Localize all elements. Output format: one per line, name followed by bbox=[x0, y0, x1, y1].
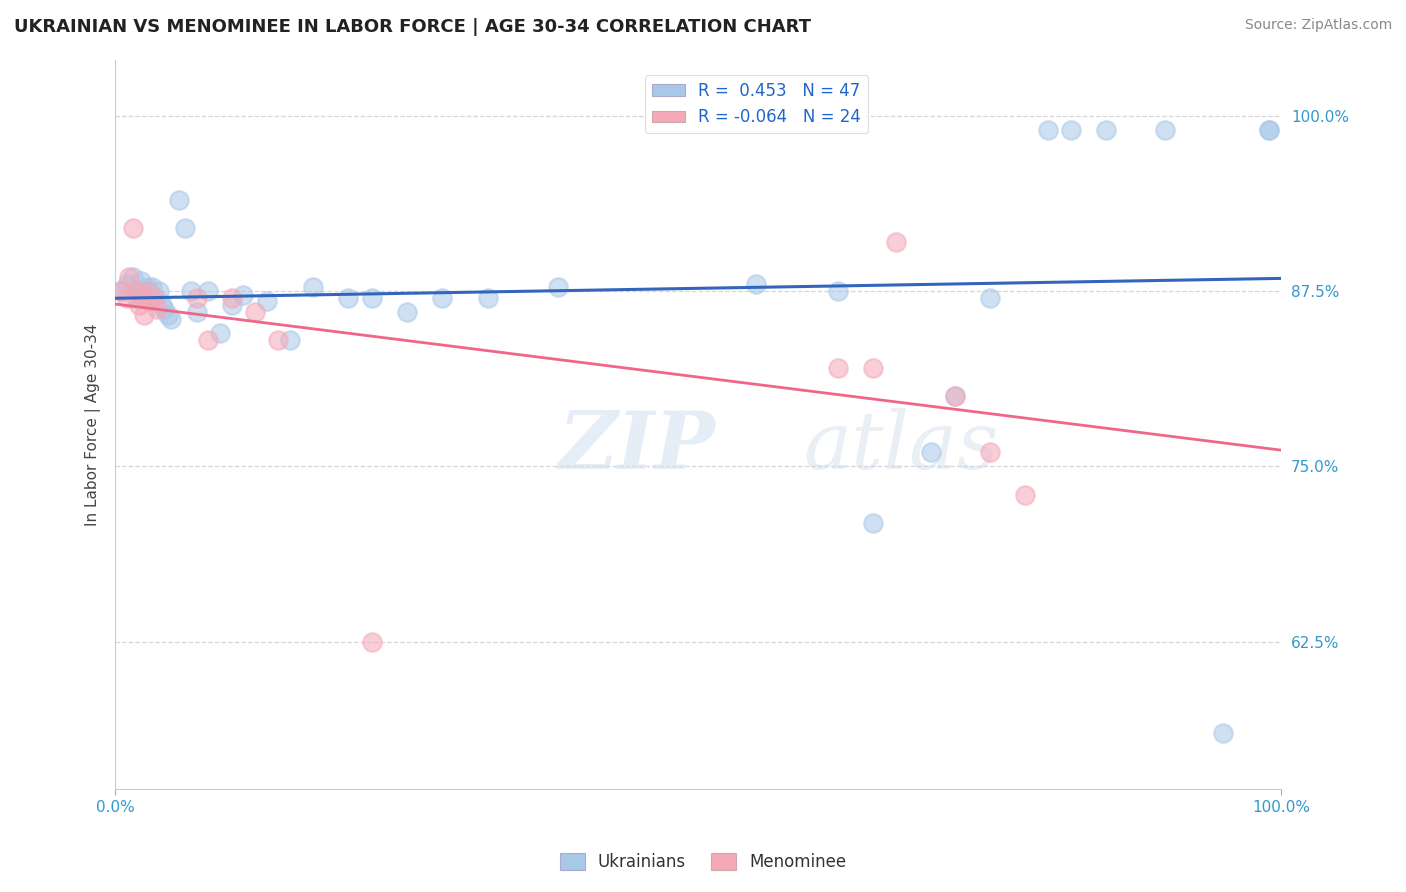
Text: Source: ZipAtlas.com: Source: ZipAtlas.com bbox=[1244, 18, 1392, 32]
Point bbox=[139, 288, 162, 302]
Point bbox=[134, 308, 156, 322]
Point bbox=[125, 291, 148, 305]
Point bbox=[430, 291, 453, 305]
Point bbox=[128, 298, 150, 312]
Point bbox=[139, 293, 162, 308]
Point bbox=[156, 308, 179, 322]
Text: UKRAINIAN VS MENOMINEE IN LABOR FORCE | AGE 30-34 CORRELATION CHART: UKRAINIAN VS MENOMINEE IN LABOR FORCE | … bbox=[14, 18, 811, 36]
Text: ZIP: ZIP bbox=[558, 408, 716, 485]
Point bbox=[146, 302, 169, 317]
Point bbox=[979, 291, 1001, 305]
Point bbox=[278, 333, 301, 347]
Point bbox=[186, 291, 208, 305]
Point bbox=[886, 235, 908, 249]
Point bbox=[267, 333, 290, 347]
Point bbox=[141, 280, 163, 294]
Point bbox=[221, 298, 243, 312]
Point bbox=[943, 389, 966, 403]
Point bbox=[547, 280, 569, 294]
Point bbox=[1095, 122, 1118, 136]
Point bbox=[145, 291, 167, 305]
Point bbox=[115, 277, 138, 291]
Point bbox=[232, 288, 254, 302]
Point bbox=[110, 284, 132, 298]
Point bbox=[136, 284, 159, 298]
Point bbox=[197, 284, 219, 298]
Point bbox=[745, 277, 768, 291]
Point bbox=[477, 291, 499, 305]
Point bbox=[153, 302, 176, 317]
Point bbox=[148, 284, 170, 298]
Point bbox=[1036, 122, 1059, 136]
Point bbox=[1258, 122, 1281, 136]
Y-axis label: In Labor Force | Age 30-34: In Labor Force | Age 30-34 bbox=[86, 323, 101, 525]
Point bbox=[136, 284, 159, 298]
Point bbox=[110, 284, 132, 298]
Point bbox=[256, 293, 278, 308]
Point bbox=[209, 326, 232, 341]
Point bbox=[243, 305, 266, 319]
Point bbox=[360, 635, 382, 649]
Legend: R =  0.453   N = 47, R = -0.064   N = 24: R = 0.453 N = 47, R = -0.064 N = 24 bbox=[645, 75, 868, 133]
Point bbox=[1212, 726, 1234, 740]
Point bbox=[827, 284, 849, 298]
Legend: Ukrainians, Menominee: Ukrainians, Menominee bbox=[551, 845, 855, 880]
Point bbox=[115, 291, 138, 305]
Point bbox=[142, 291, 165, 305]
Point bbox=[395, 305, 418, 319]
Point bbox=[169, 193, 191, 207]
Point bbox=[920, 445, 942, 459]
Point bbox=[337, 291, 360, 305]
Point bbox=[862, 516, 884, 530]
Point bbox=[121, 270, 143, 285]
Point bbox=[129, 288, 152, 302]
Point bbox=[943, 389, 966, 403]
Point bbox=[121, 221, 143, 235]
Point bbox=[221, 291, 243, 305]
Point bbox=[197, 333, 219, 347]
Point bbox=[129, 274, 152, 288]
Point bbox=[186, 305, 208, 319]
Point bbox=[360, 291, 382, 305]
Point bbox=[979, 445, 1001, 459]
Point bbox=[180, 284, 202, 298]
Point bbox=[1153, 122, 1175, 136]
Point bbox=[1014, 487, 1036, 501]
Point bbox=[134, 291, 156, 305]
Point bbox=[827, 361, 849, 376]
Point bbox=[174, 221, 197, 235]
Point bbox=[302, 280, 325, 294]
Text: atlas: atlas bbox=[803, 408, 998, 485]
Point bbox=[1060, 122, 1083, 136]
Point bbox=[125, 284, 148, 298]
Point bbox=[135, 280, 157, 294]
Point bbox=[150, 298, 173, 312]
Point bbox=[862, 361, 884, 376]
Point bbox=[160, 312, 183, 326]
Point bbox=[1258, 122, 1281, 136]
Point bbox=[118, 270, 141, 285]
Point bbox=[128, 284, 150, 298]
